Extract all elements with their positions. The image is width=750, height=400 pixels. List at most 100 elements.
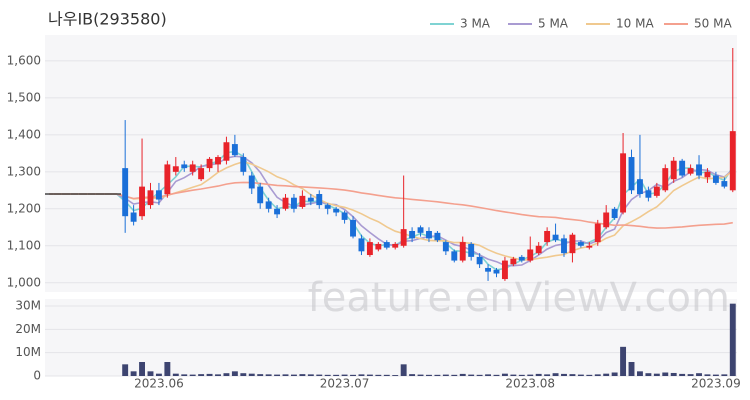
legend-label: 50 MA (694, 17, 732, 31)
candle-body (257, 186, 264, 204)
x-tick-label: 2023.09 (691, 377, 741, 391)
candle-body (442, 242, 449, 252)
y-tick-label: 1,400 (7, 127, 41, 141)
volume-bar (324, 374, 331, 376)
volume-bar (636, 371, 643, 376)
candle-body (510, 258, 517, 265)
candle-body (561, 238, 567, 254)
candle-body (383, 242, 390, 248)
volume-tick-label: 0 (33, 369, 41, 383)
volume-bar (704, 374, 711, 376)
candle-body (53, 193, 62, 195)
volume-bar (139, 362, 146, 376)
volume-bar (468, 374, 475, 376)
volume-bar (501, 373, 508, 376)
volume-bar (282, 374, 289, 376)
candle-body (527, 249, 534, 261)
volume-bar (409, 374, 416, 376)
volume-bar (510, 374, 517, 376)
candle-body (535, 245, 542, 254)
volume-bar (485, 374, 492, 376)
volume-bar (130, 371, 137, 376)
volume-bar (594, 374, 601, 376)
candle-body (712, 175, 719, 183)
volume-bar (299, 374, 306, 376)
volume-bar (679, 373, 686, 376)
candle-body (577, 242, 584, 246)
y-tick-label: 1,100 (7, 238, 41, 252)
candle-body (189, 164, 196, 172)
candle-body (687, 168, 694, 174)
candle-body (172, 166, 179, 172)
volume-bar (265, 374, 272, 376)
candle-body (653, 186, 660, 196)
volume-bar (535, 373, 542, 376)
volume-bar (240, 373, 247, 376)
volume-bar (206, 373, 213, 376)
candle-body (493, 269, 500, 274)
volume-bar (333, 374, 340, 376)
volume-bar (189, 374, 196, 376)
candle-body (586, 245, 593, 248)
candle-body (265, 201, 272, 209)
volume-tick-label: 20M (15, 322, 41, 336)
moving-average-line (49, 181, 733, 229)
candle-body (70, 193, 79, 195)
candle-body (164, 164, 171, 195)
volume-bar (577, 374, 584, 376)
x-tick-label: 2023.08 (505, 377, 555, 391)
volume-bar (603, 373, 610, 376)
candle-body (248, 175, 255, 189)
candle-body (341, 212, 348, 220)
volume-bar (231, 371, 238, 376)
volume-bar (620, 346, 627, 376)
y-tick-label: 1,200 (7, 201, 41, 215)
volume-bar (426, 374, 432, 376)
candle-body (426, 230, 432, 239)
candle-body (240, 157, 247, 172)
volume-bar (442, 374, 449, 376)
candle-body (552, 234, 559, 241)
moving-average-line (49, 160, 734, 261)
volume-bar (257, 374, 264, 376)
volume-bar (316, 374, 323, 376)
candle-body (704, 171, 711, 178)
candle-body (366, 242, 373, 256)
candle-body (611, 208, 618, 219)
candle-body (603, 212, 610, 228)
candle-body (451, 251, 458, 261)
candle-body (333, 208, 340, 213)
candle-body (400, 229, 407, 246)
volume-bar (586, 374, 593, 376)
volume-bar (476, 374, 483, 376)
x-tick-label: 2023.06 (134, 377, 184, 391)
volume-bar (400, 364, 407, 376)
volume-bar (434, 374, 441, 376)
volume-bar (493, 374, 500, 376)
volume-bar (155, 373, 162, 376)
volume-bar (341, 374, 348, 376)
y-tick-label: 1,600 (7, 53, 41, 67)
candle-body (112, 193, 121, 195)
volume-bar (181, 374, 188, 376)
volume-bar (696, 373, 702, 376)
volume-bar (662, 372, 669, 376)
volume-bar (223, 373, 230, 376)
candle-body (95, 193, 105, 195)
candle-body (434, 232, 441, 241)
volume-bar (383, 374, 390, 376)
volume-bar (392, 375, 399, 376)
legend-label: 3 MA (460, 17, 491, 31)
volume-bar (552, 373, 559, 376)
volume-bar (366, 374, 373, 376)
candle-body (594, 223, 601, 243)
volume-bar (307, 374, 314, 376)
volume-bar (164, 362, 171, 376)
volume-bar (122, 364, 129, 376)
volume-bar (645, 373, 652, 376)
candle-body (662, 168, 669, 191)
candle-body (61, 193, 71, 195)
y-tick-label: 1,000 (7, 275, 41, 289)
candle-body (198, 168, 205, 180)
candle-body (282, 197, 289, 209)
